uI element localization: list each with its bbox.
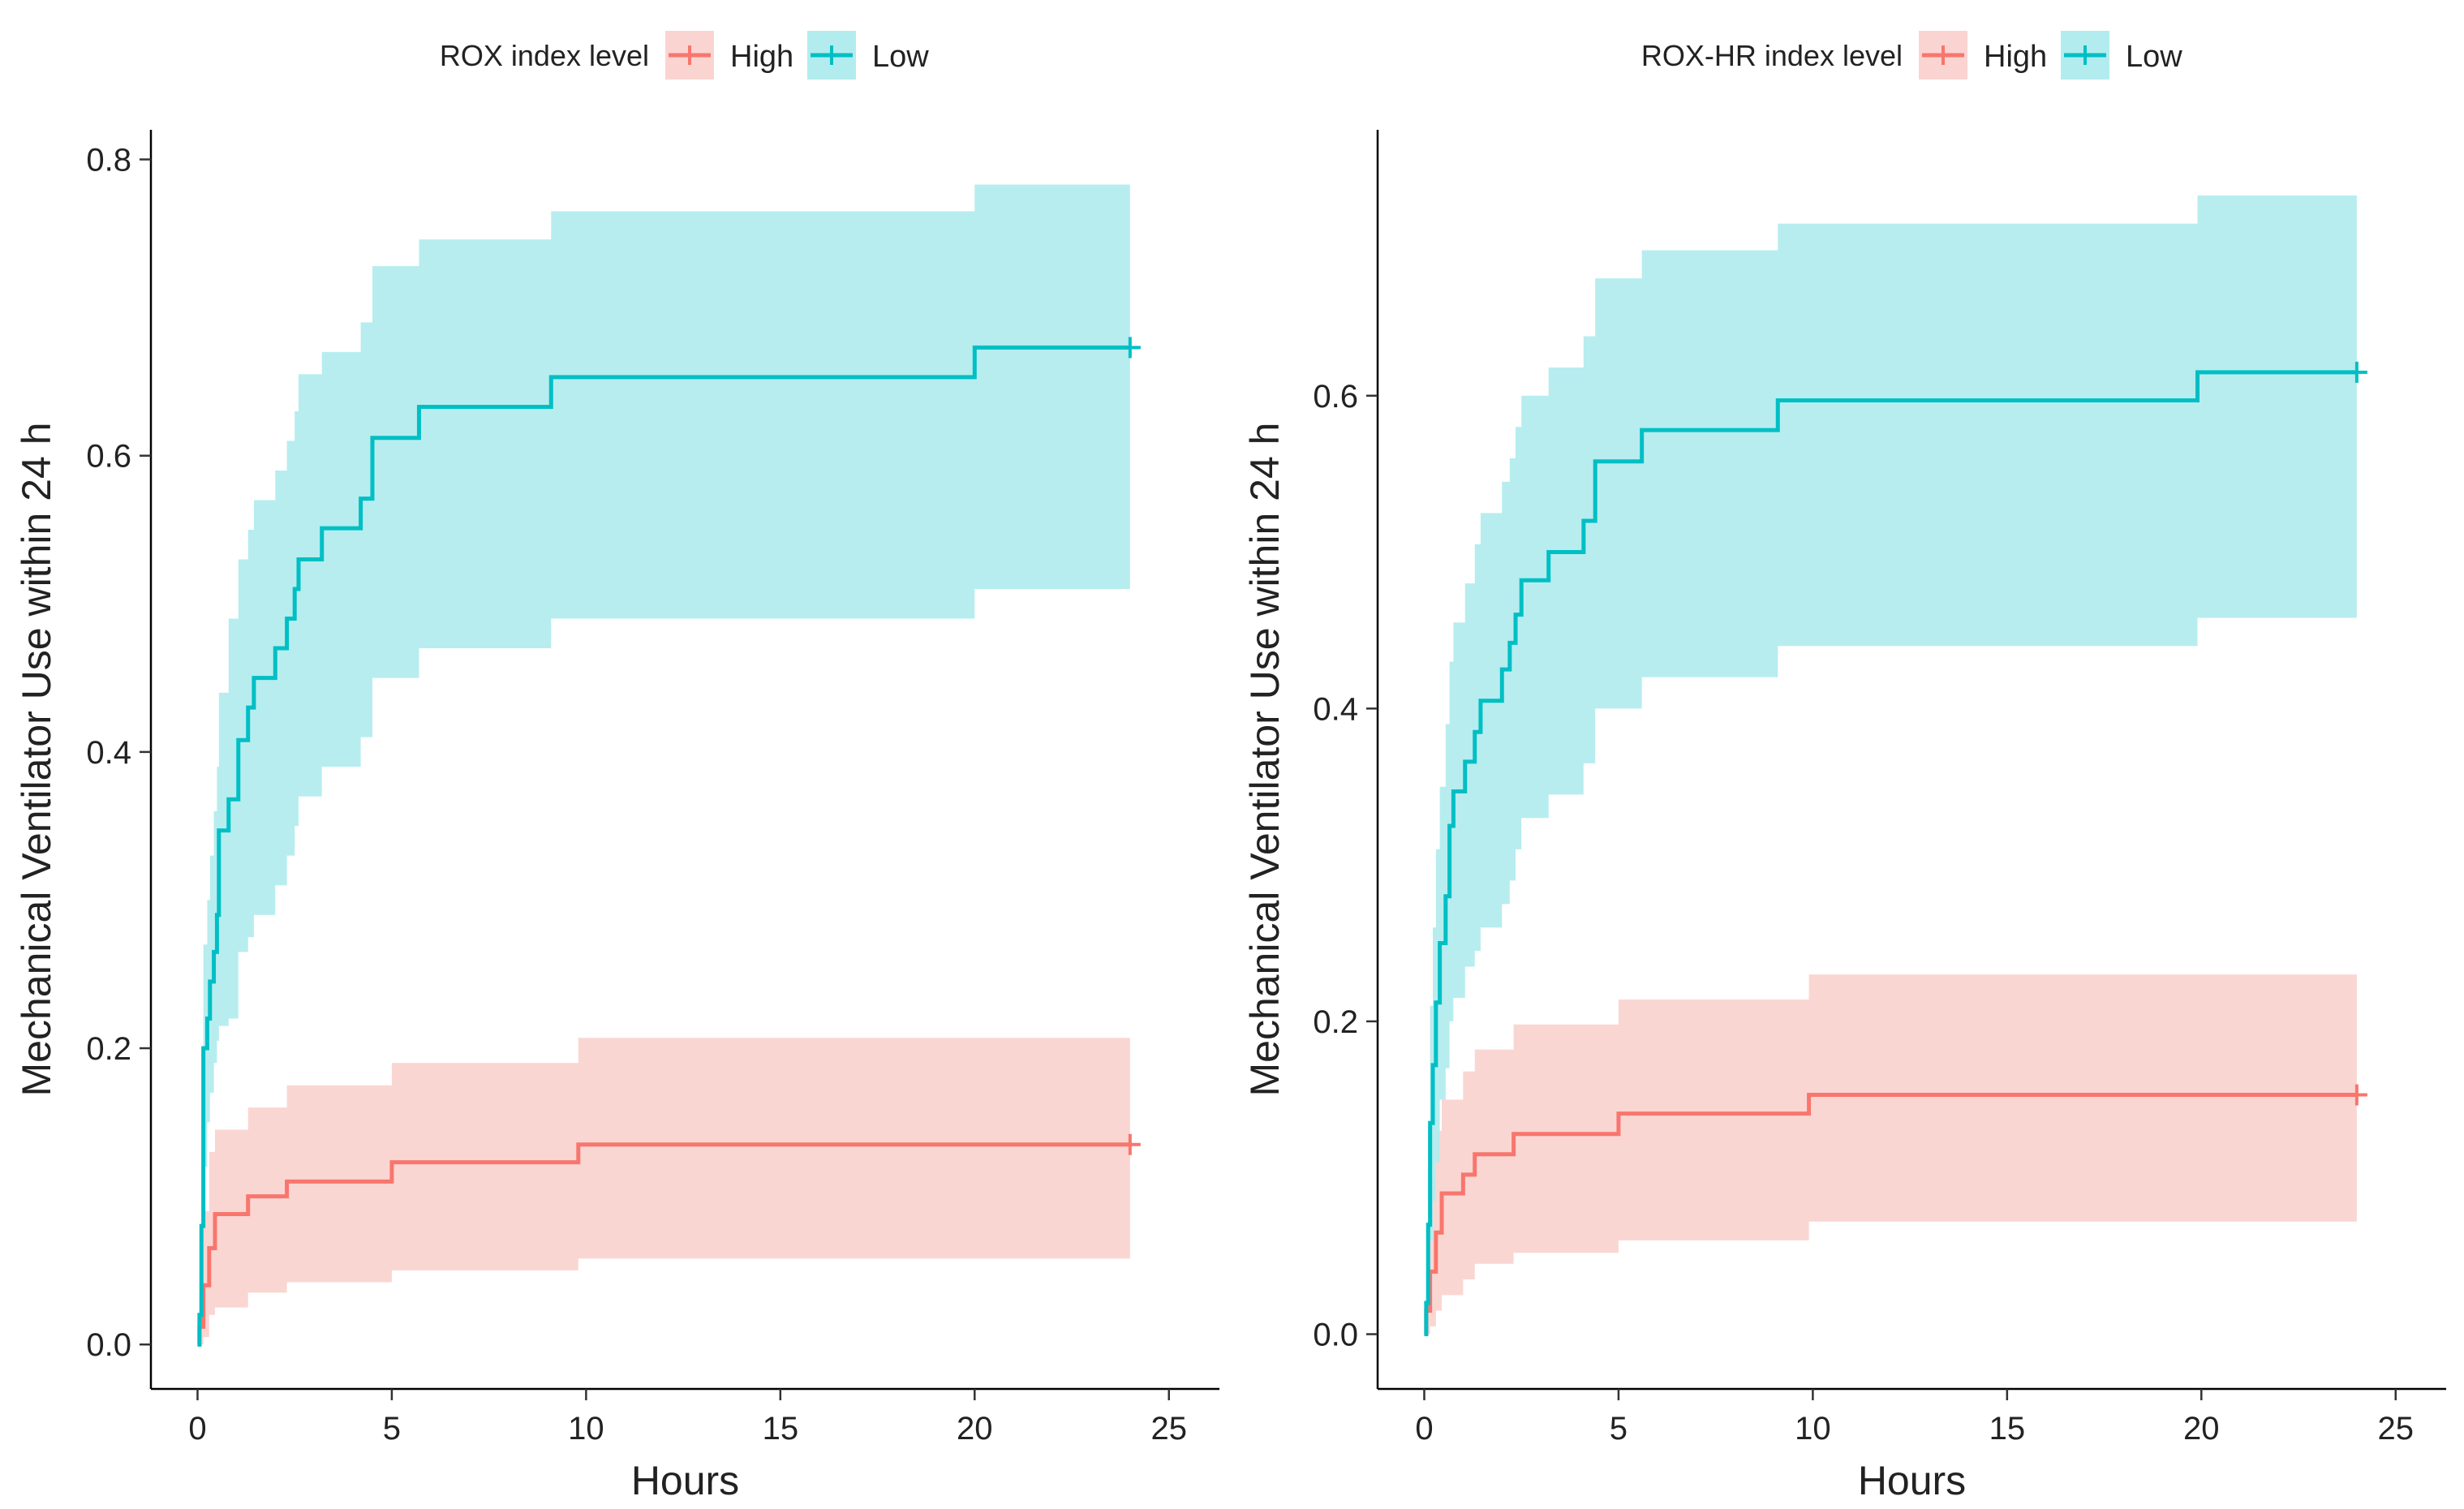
x-axis-title: Hours: [631, 1458, 739, 1503]
x-tick-label: 5: [383, 1411, 401, 1447]
y-tick-label: 0.2: [1313, 1004, 1358, 1040]
ci-band-high: [1424, 974, 2357, 1335]
legend-key-low: [807, 31, 856, 80]
x-axis-title: Hours: [1858, 1458, 1966, 1503]
step-line-low: [197, 345, 1130, 1347]
x-tick-label: 25: [2377, 1411, 2414, 1447]
y-tick-label: 0.4: [1313, 691, 1358, 727]
y-tick-label: 0.0: [86, 1327, 131, 1363]
y-axis-title: Mechanical Ventilator Use within 24 h: [14, 422, 59, 1096]
legend-title: ROX-HR index level: [1641, 39, 1903, 72]
legend-label-low: Low: [872, 40, 929, 74]
x-tick-label: 20: [957, 1411, 993, 1447]
x-tick-label: 0: [1415, 1411, 1433, 1447]
censor-marker-low: [2346, 361, 2367, 383]
step-line-low: [1424, 370, 2357, 1337]
step-line-high: [197, 1142, 1130, 1347]
legend-title: ROX index level: [440, 39, 649, 72]
y-tick-label: 0.2: [86, 1031, 131, 1067]
legend-key-low: [2061, 31, 2109, 80]
x-tick-label: 10: [1795, 1411, 1831, 1447]
x-tick-label: 20: [2183, 1411, 2220, 1447]
ci-band-low: [197, 184, 1130, 1345]
y-tick-label: 0.0: [1313, 1318, 1358, 1353]
x-tick-label: 25: [1150, 1411, 1187, 1447]
x-tick-label: 15: [763, 1411, 799, 1447]
rox-panel: 0 5 10 15 20 25 0.0 0.2 0.4 0.6 0.8 Hours Mechanical…: [14, 31, 1219, 1503]
x-tick-label: 10: [568, 1411, 604, 1447]
legend: ROX-HR index level High Low: [1641, 31, 2182, 80]
x-tick-label: 15: [1989, 1411, 2026, 1447]
censor-marker-low: [1119, 337, 1141, 359]
y-tick-label: 0.4: [86, 735, 131, 771]
legend-label-high: High: [1984, 40, 2047, 74]
y-axis-title: Mechanical Ventilator Use within 24 h: [1242, 422, 1288, 1096]
legend-key-high: [1919, 31, 1967, 80]
rox-hr-panel: 0 5 10 15 20 25 0.0 0.2 0.4 0.6 Hours Mechanical Ve…: [1242, 31, 2446, 1503]
censor-marker-high: [2346, 1084, 2367, 1106]
ci-band-high: [197, 1038, 1130, 1345]
y-tick-label: 0.6: [86, 439, 131, 475]
legend-key-high: [665, 31, 714, 80]
legend-label-low: Low: [2126, 40, 2182, 74]
x-tick-label: 5: [1610, 1411, 1628, 1447]
censor-marker-high: [1119, 1133, 1141, 1155]
legend: ROX index level High Low: [440, 31, 929, 80]
y-tick-label: 0.6: [1313, 379, 1358, 415]
y-tick-label: 0.8: [86, 143, 131, 178]
ci-band-low: [1424, 195, 2357, 1335]
x-tick-label: 0: [188, 1411, 206, 1447]
legend-label-high: High: [730, 40, 793, 74]
